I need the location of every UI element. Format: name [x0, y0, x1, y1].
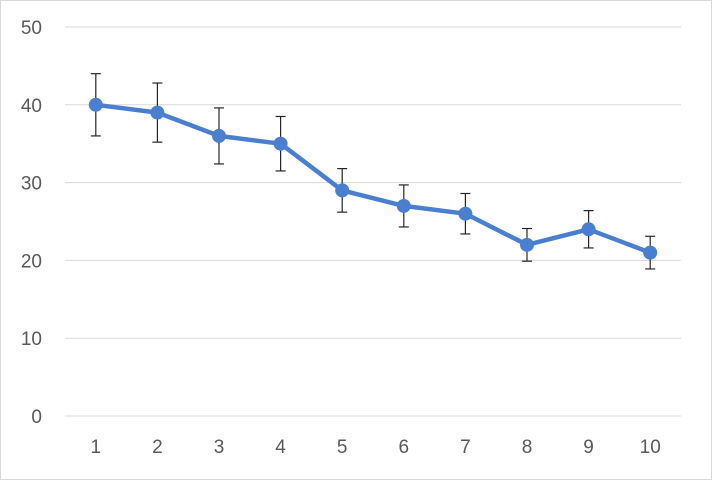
data-point: [335, 183, 350, 198]
series-line: [93, 102, 653, 255]
x-tick-label: 9: [583, 437, 594, 458]
data-point: [150, 105, 165, 120]
y-axis-tick-labels: 0 10 20 30 40 50: [21, 18, 42, 428]
x-tick-label: 8: [522, 437, 533, 458]
data-point: [643, 245, 658, 260]
data-point: [458, 206, 473, 221]
x-tick-label: 5: [337, 437, 348, 458]
x-tick-label: 1: [91, 437, 102, 458]
data-point: [520, 237, 534, 252]
gridlines: [65, 26, 681, 417]
y-tick-label: 20: [21, 251, 42, 272]
data-point: [396, 198, 411, 213]
x-tick-label: 2: [152, 437, 163, 458]
y-tick-label: 50: [21, 18, 42, 39]
data-point-markers: [88, 97, 658, 260]
error-bars: [90, 73, 656, 270]
x-axis-tick-labels: 1 2 3 4 5 6 7 8 9 10: [91, 437, 661, 458]
data-point: [212, 128, 226, 143]
data-point: [273, 136, 288, 151]
y-tick-label: 30: [21, 174, 42, 195]
x-tick-label: 10: [640, 437, 661, 458]
x-tick-label: 7: [460, 437, 471, 458]
data-point: [88, 97, 103, 112]
data-point: [581, 222, 596, 237]
x-tick-label: 6: [399, 437, 410, 458]
x-tick-label: 4: [275, 437, 286, 458]
x-tick-label: 3: [214, 437, 225, 458]
y-tick-label: 10: [21, 329, 42, 350]
y-tick-label: 0: [31, 407, 42, 428]
y-tick-label: 40: [21, 96, 42, 117]
